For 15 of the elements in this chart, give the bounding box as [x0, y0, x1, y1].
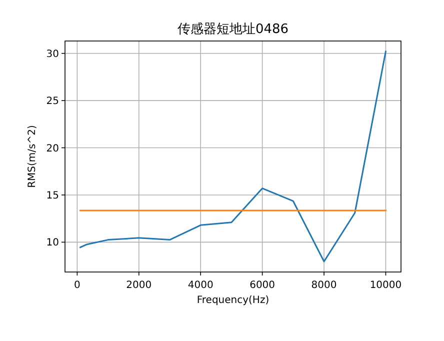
y-tick-label: 10: [46, 238, 59, 249]
x-tick-label: 8000: [311, 280, 337, 291]
x-axis-title: Frequency(Hz): [196, 295, 270, 306]
chart-title: 传感器短地址0486: [177, 22, 289, 37]
x-tick-label: 10000: [370, 280, 402, 291]
x-tick-label: 4000: [188, 280, 214, 291]
x-tick-label: 6000: [250, 280, 276, 291]
x-tick-label: 2000: [126, 280, 152, 291]
line-series: [80, 50, 386, 262]
y-axis-title: RMS(m/s^2): [27, 125, 38, 188]
y-tick-label: 25: [46, 96, 59, 108]
y-tick-label: 30: [46, 48, 59, 60]
x-tick-label: 0: [74, 280, 80, 291]
y-tick-label: 20: [46, 143, 59, 154]
y-tick-label: 15: [46, 190, 59, 202]
